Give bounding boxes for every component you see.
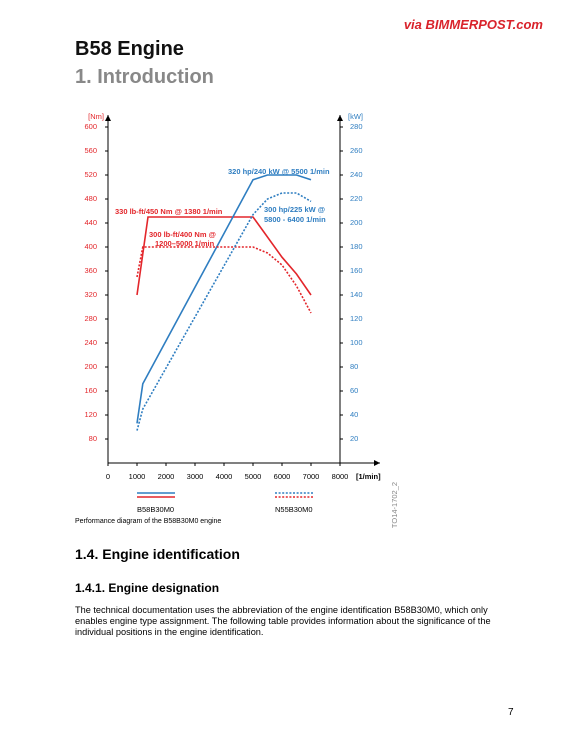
arrow	[337, 115, 343, 121]
subsection-title: 1.4.1. Engine designation	[75, 581, 220, 595]
annotation: 300 lb-ft/400 Nm @	[149, 230, 216, 239]
y-tick-label: 120	[84, 410, 97, 419]
y-tick-label: 600	[84, 122, 97, 131]
x-axis-label: [1/min]	[356, 472, 381, 481]
y2-axis-label: [kW]	[348, 112, 363, 121]
y2-tick-label: 140	[350, 290, 363, 299]
annotation: 330 lb-ft/450 Nm @ 1380 1/min	[115, 207, 223, 216]
chart: [Nm] [kW][1/min]8012016020024028032036040…	[84, 112, 399, 528]
y-tick-label: 440	[84, 218, 97, 227]
page-number: 7	[508, 707, 514, 718]
y2-tick-label: 80	[350, 362, 358, 371]
x-tick-label: 6000	[274, 472, 291, 481]
y-tick-label: 200	[84, 362, 97, 371]
y2-tick-label: 220	[350, 194, 363, 203]
y2-tick-label: 60	[350, 386, 358, 395]
annotation: 1200–5000 1/min	[155, 239, 215, 248]
arrow	[374, 460, 380, 466]
figure-id: TO14-1702_2	[390, 482, 399, 528]
subtitle: 1. Introduction	[75, 66, 214, 88]
y-tick-label: 80	[89, 434, 97, 443]
y-tick-label: 240	[84, 338, 97, 347]
y-tick-label: 400	[84, 242, 97, 251]
series-line	[136, 216, 312, 296]
y2-tick-label: 260	[350, 146, 363, 155]
y-tick-label: 160	[84, 386, 97, 395]
source: via BIMMERPOST.com	[403, 17, 543, 32]
y2-tick-label: 40	[350, 410, 358, 419]
x-tick-label: 2000	[158, 472, 175, 481]
y2-tick-label: 20	[350, 434, 358, 443]
x-tick-label: 0	[106, 472, 110, 481]
annotation: 320 hp/240 kW @ 5500 1/min	[228, 167, 330, 176]
x-tick-label: 3000	[187, 472, 204, 481]
arrow	[105, 115, 111, 121]
y2-tick-label: 240	[350, 170, 363, 179]
section-title: 1.4. Engine identification	[75, 546, 240, 562]
x-tick-label: 8000	[332, 472, 349, 481]
y2-tick-label: 120	[350, 314, 363, 323]
y2-tick-label: 100	[350, 338, 363, 347]
y-tick-label: 560	[84, 146, 97, 155]
y-tick-label: 280	[84, 314, 97, 323]
y-tick-label: 320	[84, 290, 97, 299]
legend-label: N55B30M0	[275, 505, 313, 514]
y2-tick-label: 200	[350, 218, 363, 227]
series-line	[136, 174, 312, 424]
y2-tick-label: 160	[350, 266, 363, 275]
caption: Performance diagram of the B58B30M0 engi…	[75, 518, 222, 525]
annotation: 5800 - 6400 1/min	[264, 215, 326, 224]
series-line	[136, 192, 312, 431]
x-tick-label: 4000	[216, 472, 233, 481]
legend-label: B58B30M0	[137, 505, 174, 514]
title: B58 Engine	[75, 38, 184, 60]
y-tick-label: 480	[84, 194, 97, 203]
x-tick-label: 5000	[245, 472, 262, 481]
y2-tick-label: 180	[350, 242, 363, 251]
series-line	[136, 246, 312, 314]
y-tick-label: 360	[84, 266, 97, 275]
x-tick-label: 7000	[303, 472, 320, 481]
y-axis-label: [Nm]	[88, 112, 104, 121]
paragraph: The technical documentation uses the abb…	[75, 605, 491, 637]
annotation: 300 hp/225 kW @	[264, 205, 325, 214]
x-tick-label: 1000	[129, 472, 146, 481]
y2-tick-label: 280	[350, 122, 363, 131]
y-tick-label: 520	[84, 170, 97, 179]
